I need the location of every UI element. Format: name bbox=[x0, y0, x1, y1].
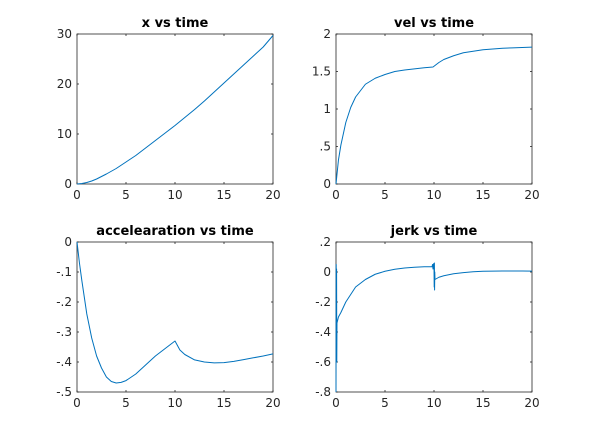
jerk-vs-time-xtick-label: 0 bbox=[332, 396, 340, 410]
acceleration-vs-time-ytick-label: -.3 bbox=[56, 325, 72, 339]
vel-vs-time-ytick-label: 1 bbox=[323, 102, 331, 116]
acceleration-vs-time-series-line bbox=[76, 241, 274, 384]
jerk-vs-time-xtick-label: 5 bbox=[381, 396, 389, 410]
acceleration-vs-time-xtick-label: 15 bbox=[216, 396, 231, 410]
x-vs-time-axes-box bbox=[76, 33, 274, 185]
x-vs-time-ytick-label: 10 bbox=[57, 127, 72, 141]
vel-vs-time-ytick-label: 1.5 bbox=[312, 65, 331, 79]
acceleration-vs-time-xtick-label: 0 bbox=[73, 396, 81, 410]
x-vs-time-xtick-label: 5 bbox=[122, 188, 130, 202]
x-vs-time-series-line bbox=[76, 35, 274, 185]
jerk-vs-time-ytick-label: -.8 bbox=[315, 385, 331, 399]
vel-vs-time-title: vel vs time bbox=[394, 16, 474, 31]
acceleration-vs-time-axes-box bbox=[76, 241, 274, 393]
jerk-vs-time-series-line bbox=[335, 262, 533, 393]
vel-vs-time-xtick-label: 5 bbox=[381, 188, 389, 202]
acceleration-vs-time-panel: accelearation vs time 0 5 10 15 20 -.5 -.4 -.3 -.… bbox=[56, 224, 280, 410]
jerk-vs-time-ytick-label: -.4 bbox=[315, 325, 331, 339]
jerk-vs-time-xtick-label: 15 bbox=[475, 396, 490, 410]
vel-vs-time-xtick-label: 15 bbox=[475, 188, 490, 202]
vel-vs-time-xtick-label: 10 bbox=[426, 188, 441, 202]
jerk-vs-time-xtick-label: 20 bbox=[524, 396, 539, 410]
x-vs-time-title: x vs time bbox=[142, 16, 209, 31]
x-vs-time-ytick-label: 0 bbox=[64, 177, 72, 191]
acceleration-vs-time-xtick-label: 10 bbox=[167, 396, 182, 410]
acceleration-vs-time-ytick-label: -.5 bbox=[56, 385, 72, 399]
acceleration-vs-time-ytick-label: -.2 bbox=[56, 295, 72, 309]
jerk-vs-time-panel: jerk vs time 0 5 10 15 20 -.8 -.6 -.4 -.2 0 .2 bbox=[315, 224, 539, 410]
acceleration-vs-time-title: accelearation vs time bbox=[96, 224, 254, 239]
x-vs-time-panel: x vs time 0 5 10 15 20 0 10 20 30 bbox=[57, 16, 281, 202]
vel-vs-time-series-line bbox=[335, 46, 533, 185]
vel-vs-time-axes-box bbox=[335, 33, 533, 185]
jerk-vs-time-ytick-label: .2 bbox=[320, 235, 331, 249]
acceleration-vs-time-ytick-label: -.4 bbox=[56, 355, 72, 369]
vel-vs-time-panel: vel vs time 0 5 10 15 20 0 .5 1 1.5 2 bbox=[312, 16, 540, 202]
vel-vs-time-xtick-label: 20 bbox=[524, 188, 539, 202]
jerk-vs-time-xtick-label: 10 bbox=[426, 396, 441, 410]
x-vs-time-ytick-label: 30 bbox=[57, 27, 72, 41]
acceleration-vs-time-xtick-label: 5 bbox=[122, 396, 130, 410]
jerk-vs-time-ytick-label: 0 bbox=[323, 265, 331, 279]
x-vs-time-xtick-label: 0 bbox=[73, 188, 81, 202]
vel-vs-time-ytick-label: 2 bbox=[323, 27, 331, 41]
x-vs-time-xtick-label: 15 bbox=[216, 188, 231, 202]
vel-vs-time-ytick-label: .5 bbox=[320, 140, 331, 154]
x-vs-time-ytick-label: 20 bbox=[57, 77, 72, 91]
acceleration-vs-time-ytick-label: -.1 bbox=[56, 265, 72, 279]
jerk-vs-time-ytick-label: -.6 bbox=[315, 355, 331, 369]
x-vs-time-xtick-label: 20 bbox=[265, 188, 280, 202]
jerk-vs-time-ytick-label: -.2 bbox=[315, 295, 331, 309]
vel-vs-time-xtick-label: 0 bbox=[332, 188, 340, 202]
x-vs-time-xtick-label: 10 bbox=[167, 188, 182, 202]
jerk-vs-time-title: jerk vs time bbox=[390, 224, 478, 239]
acceleration-vs-time-ytick-label: 0 bbox=[64, 235, 72, 249]
acceleration-vs-time-xtick-label: 20 bbox=[265, 396, 280, 410]
vel-vs-time-ytick-label: 0 bbox=[323, 177, 331, 191]
